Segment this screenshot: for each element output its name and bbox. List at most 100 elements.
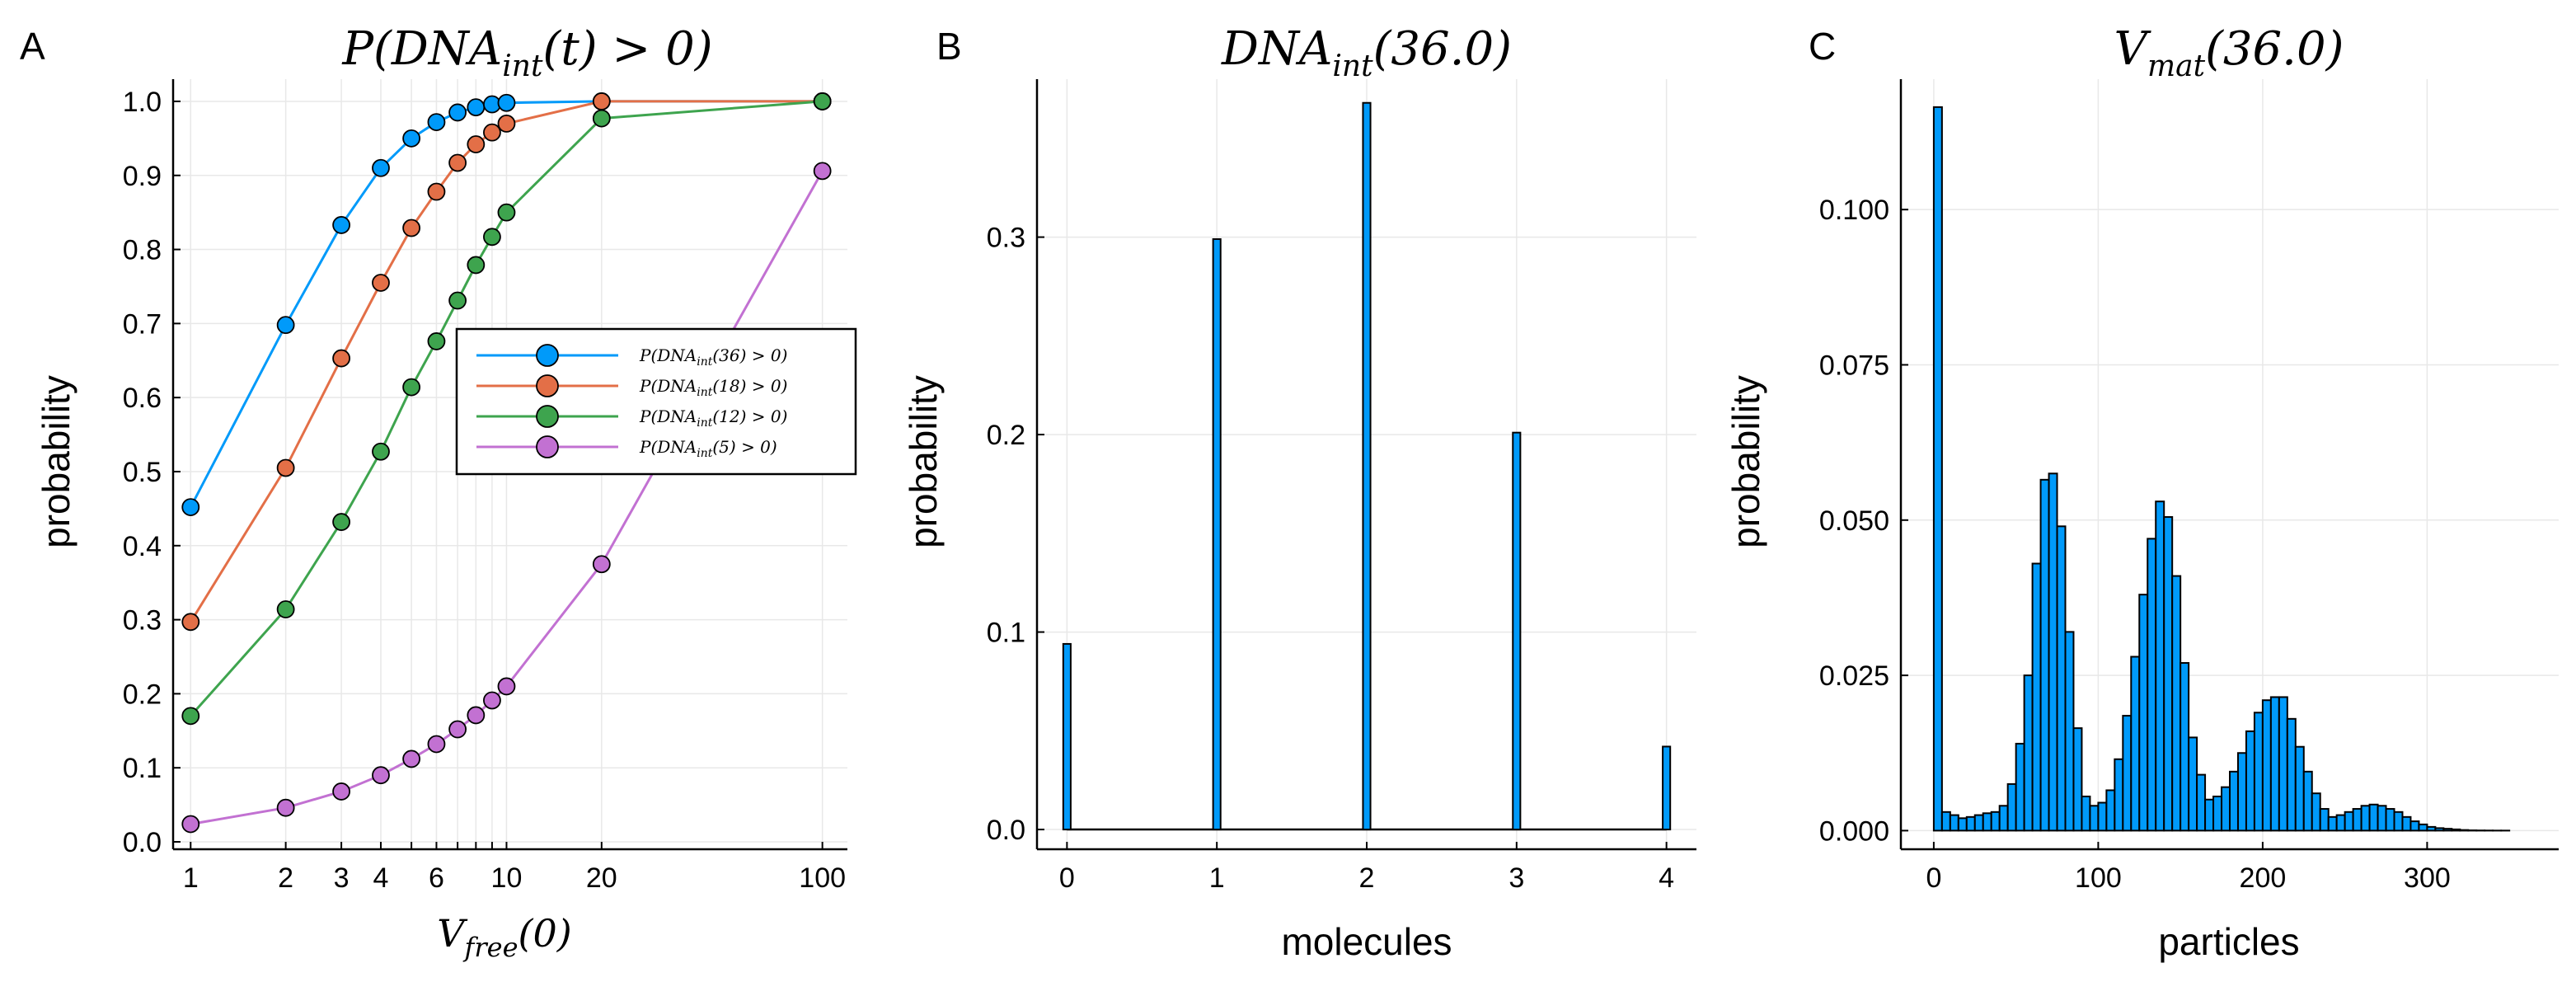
panel-c-bar: [2418, 823, 2428, 832]
panel-c-bar: [2327, 815, 2338, 832]
panel-a-point-s3: [483, 691, 501, 710]
panel-c-bar: [2105, 789, 2116, 832]
panel-a-legend-marker-2: [536, 405, 559, 428]
panel-c-bar: [2245, 730, 2255, 832]
panel-a-series-line-2: [190, 100, 823, 717]
panel-c-bar: [2434, 827, 2445, 832]
panel-c-bar: [2180, 662, 2190, 832]
panel-c-bar: [2236, 752, 2247, 832]
panel-c-bar: [2401, 815, 2412, 832]
panel-c-bar: [2006, 782, 2017, 832]
panel-a-point-s1: [427, 182, 446, 201]
panel-a-ytick-label: 1.0: [123, 87, 162, 118]
panel-c-bar: [2089, 805, 2100, 832]
panel-a-point-s0: [276, 316, 295, 335]
panel-c-title: Vmat(36.0): [2114, 22, 2344, 83]
panel-c-bar: [2229, 770, 2239, 832]
panel-a-legend-marker-0: [536, 344, 559, 367]
panel-c-bar: [2015, 742, 2025, 832]
panel-c-bar: [1965, 815, 1976, 832]
panel-c-bar: [2171, 575, 2182, 832]
panel-c-bar: [2122, 715, 2133, 832]
panel-label-c: C: [1809, 25, 1836, 68]
panel-a-point-s1: [448, 153, 467, 172]
panel-b-xtick-label: 4: [1659, 862, 1674, 894]
panel-a-ytick-label: 0.5: [123, 457, 162, 488]
panel-c-bar: [2393, 811, 2404, 832]
legend-label-sub: int: [697, 447, 712, 460]
panel-c-bar: [2221, 786, 2231, 832]
panel-c-bar: [2311, 792, 2321, 832]
panel-a-legend-label-3: P(DNAint(5) > 0): [639, 437, 777, 460]
panel-a-point-s1: [332, 349, 351, 368]
panel-c-bar: [2426, 825, 2437, 832]
panel-c-bar: [2344, 811, 2354, 832]
panel-c-ytick-label: 0.000: [1819, 815, 1889, 847]
panel-c-bar: [2335, 814, 2346, 832]
panel-a-point-s3: [402, 749, 421, 768]
panel-a-point-s2: [332, 513, 351, 531]
panel-a-legend-marker-3: [536, 435, 559, 458]
panel-c-xtick-label: 0: [1926, 862, 1941, 894]
panel-a-ytick-label: 0.6: [123, 383, 162, 414]
panel-b-bar: [1662, 745, 1672, 831]
panel-a-xtick-label: 4: [373, 862, 389, 894]
panel-c-xlabel: particles: [2158, 920, 2299, 963]
panel-a-point-s0: [427, 113, 446, 131]
panel-a-point-s0: [372, 158, 390, 177]
panel-c-bar: [1949, 814, 1959, 832]
panel-a-ytick-label: 0.7: [123, 308, 162, 340]
panel-b-bar: [1212, 237, 1222, 831]
panel-c-bar: [2253, 712, 2264, 832]
panel-a-point-s1: [276, 458, 295, 477]
panel-b-ylabel: probability: [902, 375, 945, 548]
panel-label-b: B: [936, 25, 962, 68]
panel-a-point-s0: [467, 98, 486, 117]
panel-c-bar: [2385, 808, 2395, 832]
panel-label-a: A: [20, 25, 45, 68]
panel-c-bar: [2138, 594, 2149, 832]
panel-a-point-s1: [402, 218, 421, 237]
panel-a-point-s2: [427, 332, 446, 350]
panel-a-point-s0: [448, 103, 467, 122]
panel-c-bar: [2269, 696, 2280, 832]
panel-a-point-s2: [448, 291, 467, 310]
panel-c-ylabel: probability: [1724, 375, 1767, 548]
panel-a-xtick-label: 20: [586, 862, 617, 894]
panel-b-bar: [1062, 642, 1072, 831]
panel-a-point-s3: [276, 798, 295, 817]
panel-c-bar: [2360, 805, 2371, 832]
panel-c-bar: [2155, 500, 2165, 832]
panel-c-xtick-label: 100: [2075, 862, 2122, 894]
panel-c-ytick-label: 0.075: [1819, 350, 1889, 381]
panel-a-legend-label-1: P(DNAint(18) > 0): [639, 376, 787, 399]
panel-c-bar: [2081, 795, 2091, 832]
panel-c-bar: [1932, 106, 1943, 832]
legend-label-pre: P(DNA: [639, 406, 697, 426]
panel-c-xtick-label: 300: [2404, 862, 2451, 894]
panel-a-chart: P(DNAint(t) > 0) Vfree(0) probability 1 2…: [35, 22, 857, 963]
panel-a-title: P(DNAint(t) > 0): [341, 22, 712, 83]
panel-a-point-s3: [467, 706, 486, 725]
legend-label-pre: P(DNA: [639, 437, 697, 457]
panel-c-bar: [2278, 696, 2288, 832]
panel-c-ytick-label: 0.050: [1819, 505, 1889, 537]
panel-c-bar: [2147, 538, 2157, 832]
panel-b-ytick-label: 0.2: [987, 420, 1025, 451]
panel-c-bar: [2114, 758, 2124, 832]
panel-b-chart: DNAint(36.0) molecules probability 0 1 2 3 4…: [902, 22, 1696, 963]
panel-c-bar: [2409, 820, 2420, 832]
legend-label-pre: P(DNA: [639, 345, 697, 365]
panel-a-ytick-label: 0.4: [123, 531, 162, 562]
panel-a-point-s0: [402, 129, 421, 148]
panel-c-bar: [2056, 525, 2067, 832]
panel-a-point-s3: [448, 720, 467, 739]
panel-a-point-s2: [813, 92, 832, 110]
panel-c-bar: [1990, 811, 2001, 832]
panel-a-point-s3: [181, 815, 200, 834]
panel-a-point-s2: [592, 109, 611, 128]
panel-a-point-s1: [592, 92, 611, 110]
panel-b-bar: [1362, 101, 1372, 831]
panel-c-bar: [2459, 829, 2470, 832]
panel-b-title: DNAint(36.0): [1221, 22, 1512, 83]
